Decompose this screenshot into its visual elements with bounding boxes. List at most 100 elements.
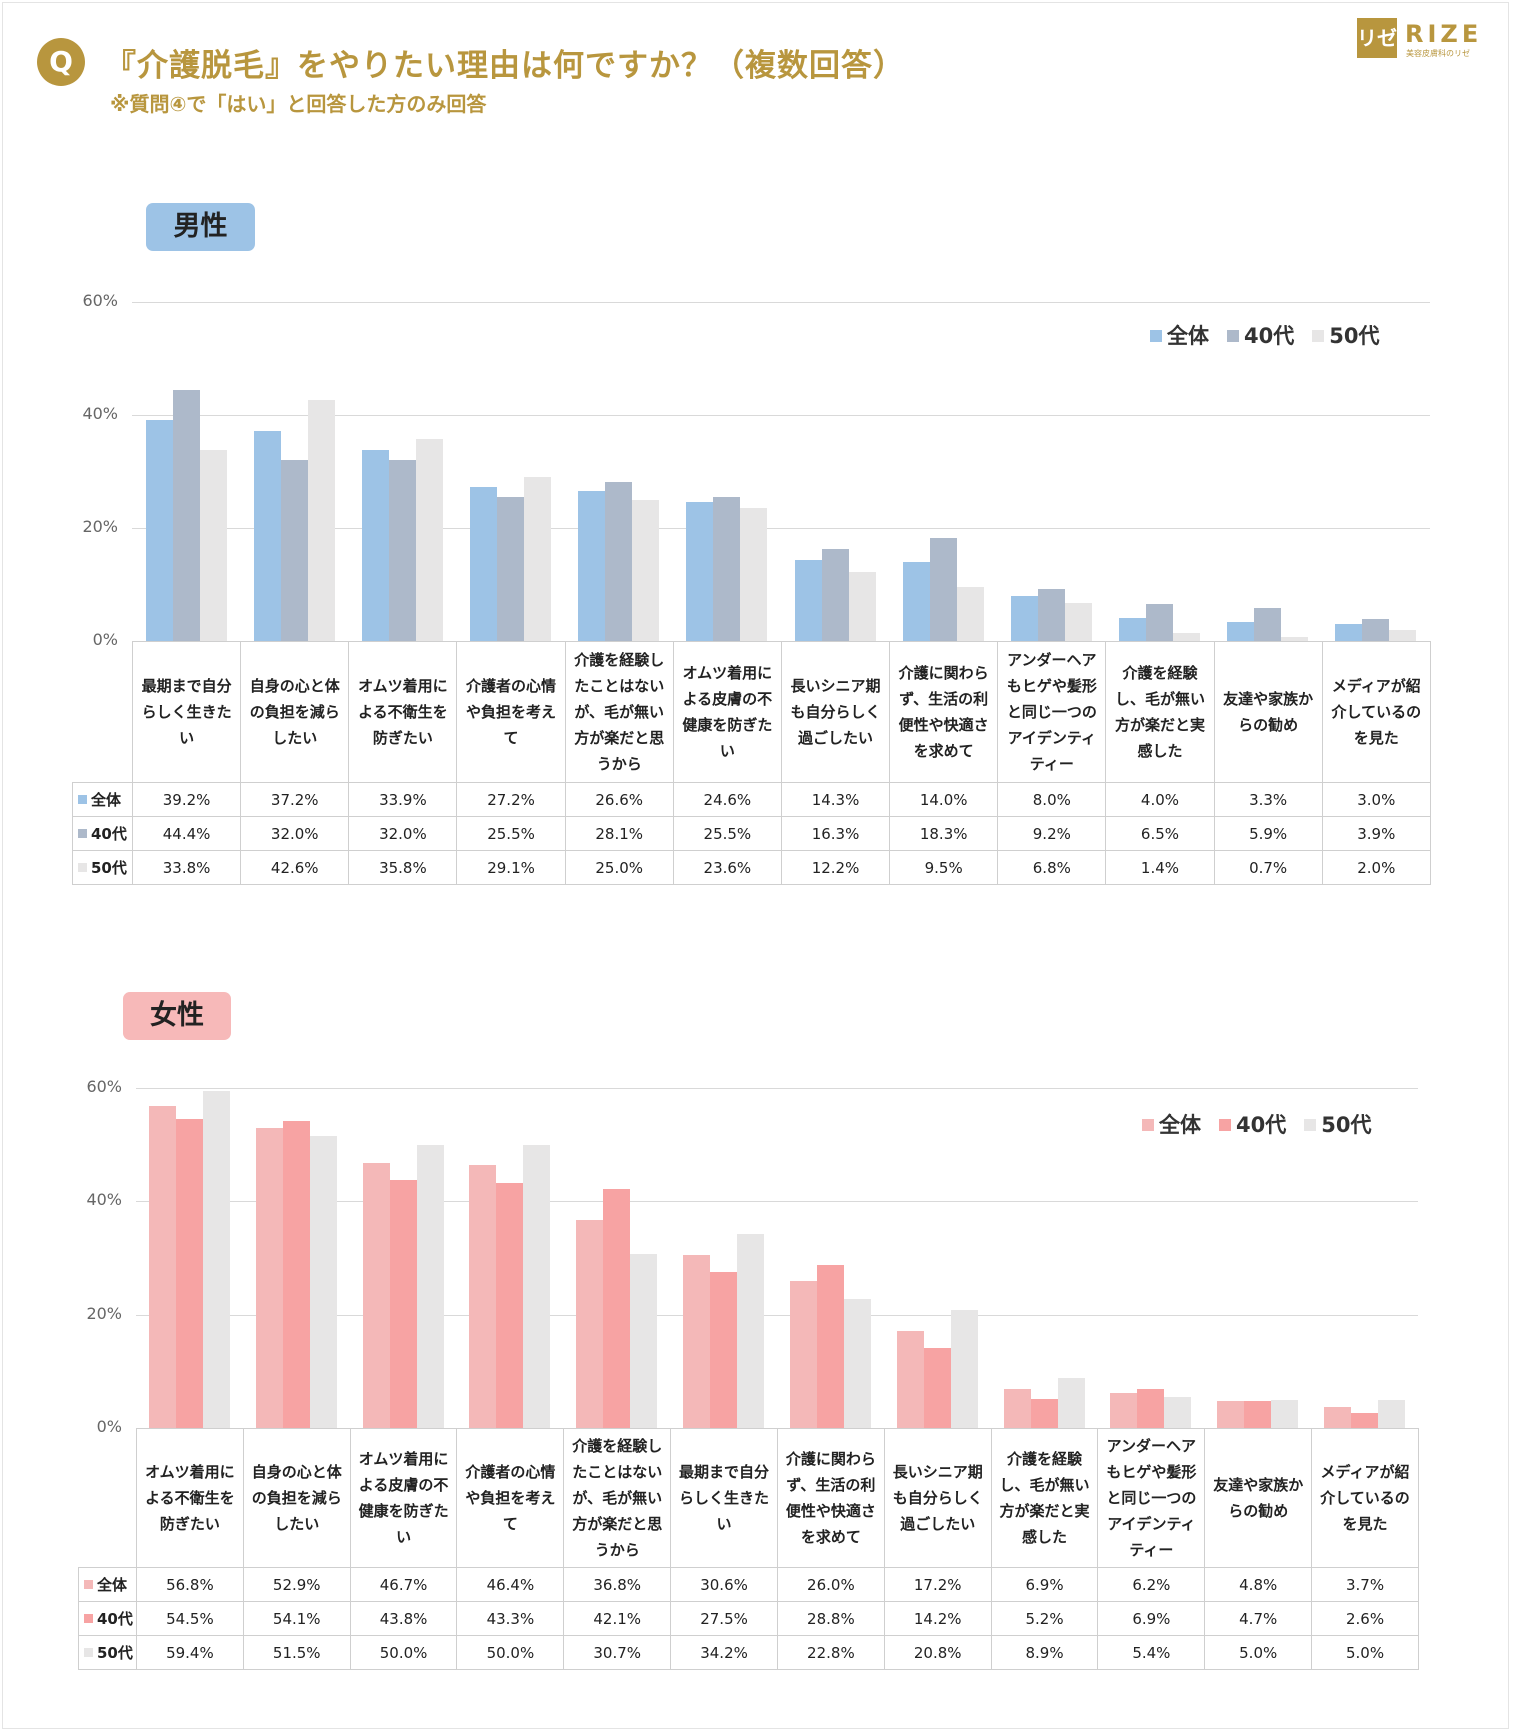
- male-bar: [1335, 624, 1363, 641]
- male-bar: [1227, 622, 1255, 641]
- female-bar: [282, 1121, 310, 1428]
- female-data-cell: 5.2%: [990, 1601, 1099, 1636]
- male-category-label: アンダーヘア もヒゲや髪形 と同じ一つの アイデンティ ティー: [997, 641, 1107, 783]
- male-data-cell: 32.0%: [240, 816, 350, 851]
- female-y-tick-label: 40%: [86, 1190, 122, 1209]
- female-data-cell: 2.6%: [1311, 1601, 1419, 1636]
- male-bar: [524, 476, 552, 641]
- male-bar: [253, 430, 281, 641]
- female-data-cell: 5.0%: [1311, 1635, 1419, 1670]
- female-data-cell: 43.8%: [349, 1601, 458, 1636]
- male-category-label: 介護者の心情 や負担を考えて: [456, 641, 566, 783]
- male-row-swatch: [78, 829, 87, 838]
- male-bar: [1389, 629, 1417, 641]
- male-bar: [605, 482, 633, 641]
- male-data-cell: 3.0%: [1321, 782, 1431, 817]
- female-bar: [1057, 1377, 1085, 1428]
- female-bar: [416, 1144, 444, 1428]
- female-bar: [523, 1144, 551, 1428]
- male-data-row: 全体 39.2% 37.2% 33.9% 27.2% 26.6% 24.6% 14.3% 14.…: [72, 782, 1431, 817]
- male-data-cell: 12.2%: [780, 850, 891, 885]
- male-data-cell: 1.4%: [1105, 850, 1215, 885]
- female-data-cell: 52.9%: [242, 1567, 351, 1602]
- male-data-cell: 5.9%: [1213, 816, 1323, 851]
- female-data-row: 50代 59.4% 51.5% 50.0% 50.0% 30.7% 34.2% 22.8% 20…: [78, 1635, 1419, 1670]
- male-gridline: [132, 528, 1430, 529]
- female-data-table: オムツ着用に よる不衛生を 防ぎたい 自身の心と体 の負担を減ら したい オムツ着用に よる皮…: [78, 1428, 1419, 1670]
- female-category-row: オムツ着用に よる不衛生を 防ぎたい 自身の心と体 の負担を減ら したい オムツ着用に よる皮…: [78, 1428, 1419, 1568]
- female-bar: [175, 1119, 203, 1428]
- female-data-cell: 34.2%: [670, 1635, 778, 1670]
- male-data-cell: 42.6%: [240, 850, 350, 885]
- male-data-cell: 29.1%: [456, 850, 566, 885]
- female-bar: [362, 1163, 390, 1428]
- female-category-label: オムツ着用に よる皮膚の不 健康を防ぎたい: [349, 1428, 458, 1568]
- female-data-row: 全体 56.8% 52.9% 46.7% 46.4% 36.8% 30.6% 26.0% 17.…: [78, 1567, 1419, 1602]
- female-legend-swatch: [1219, 1119, 1231, 1131]
- male-bar: [172, 390, 200, 641]
- female-category-label: 介護を経験し たことはない が、毛が無い 方が楽だと思 うから: [563, 1428, 672, 1568]
- female-gridline: [136, 1201, 1418, 1202]
- female-bar: [1271, 1399, 1299, 1428]
- female-category-label: 長いシニア期 も自分らしく 過ごしたい: [883, 1428, 992, 1568]
- male-legend-swatch: [1150, 330, 1162, 342]
- female-table-corner: [78, 1428, 137, 1568]
- male-data-cell: 37.2%: [240, 782, 350, 817]
- male-data-cell: 44.4%: [131, 816, 242, 851]
- female-bar: [737, 1234, 765, 1428]
- male-category-label: オムツ着用に よる皮膚の不 健康を防ぎたい: [672, 641, 782, 783]
- female-data-cell: 6.9%: [1097, 1601, 1206, 1636]
- male-y-tick-label: 60%: [82, 291, 118, 310]
- male-data-cell: 4.0%: [1105, 782, 1215, 817]
- female-data-cell: 50.0%: [349, 1635, 458, 1670]
- female-data-cell: 46.7%: [349, 1567, 458, 1602]
- female-y-tick-label: 20%: [86, 1304, 122, 1323]
- male-data-cell: 0.7%: [1213, 850, 1323, 885]
- female-bar: [816, 1264, 844, 1428]
- female-row-swatch: [84, 1580, 93, 1589]
- female-legend-label: 40代: [1236, 1113, 1287, 1137]
- female-data-cell: 27.5%: [670, 1601, 778, 1636]
- male-bar: [929, 537, 957, 641]
- female-legend-item: 50代: [1304, 1109, 1371, 1139]
- male-category-label: 介護に関わら ず、生活の利 便性や快適さ を求めて: [889, 641, 999, 783]
- female-data-cell: 8.9%: [990, 1635, 1099, 1670]
- female-data-cell: 4.8%: [1204, 1567, 1313, 1602]
- female-bar: [255, 1128, 283, 1428]
- male-data-cell: 9.5%: [889, 850, 999, 885]
- male-data-cell: 6.8%: [997, 850, 1107, 885]
- female-bar: [923, 1347, 951, 1428]
- male-bar: [794, 560, 822, 641]
- female-category-label: 最期まで自分 らしく生きたい: [670, 1428, 778, 1568]
- female-bar: [630, 1254, 658, 1428]
- male-bar: [280, 460, 308, 641]
- male-data-cell: 18.3%: [889, 816, 999, 851]
- female-bar: [1378, 1399, 1406, 1428]
- male-bar: [199, 450, 227, 641]
- male-bar: [578, 490, 606, 641]
- male-bar: [902, 561, 930, 641]
- female-bar: [1137, 1388, 1165, 1428]
- female-data-cell: 26.0%: [776, 1567, 885, 1602]
- male-bar: [361, 449, 389, 641]
- female-data-cell: 4.7%: [1204, 1601, 1313, 1636]
- female-row-label: 40代: [97, 1610, 133, 1628]
- male-y-tick-label: 40%: [82, 404, 118, 423]
- female-bar: [603, 1189, 631, 1428]
- female-data-cell: 51.5%: [242, 1635, 351, 1670]
- male-gridline: [132, 415, 1430, 416]
- male-legend-label: 全体: [1167, 324, 1209, 348]
- female-legend-swatch: [1304, 1119, 1317, 1131]
- male-category-label: 最期まで自分 らしく生きたい: [131, 641, 242, 783]
- male-category-label: 友達や家族か らの勧め: [1213, 641, 1323, 783]
- male-data-cell: 14.3%: [780, 782, 891, 817]
- brand-logo-word: RIZE: [1405, 20, 1483, 48]
- male-data-cell: 3.3%: [1213, 782, 1323, 817]
- female-bar: [469, 1165, 497, 1428]
- female-data-cell: 6.2%: [1097, 1567, 1206, 1602]
- question-badge: Q: [37, 38, 85, 86]
- female-category-label: 友達や家族か らの勧め: [1204, 1428, 1313, 1568]
- female-bar: [1324, 1407, 1352, 1428]
- female-gridline: [136, 1088, 1418, 1089]
